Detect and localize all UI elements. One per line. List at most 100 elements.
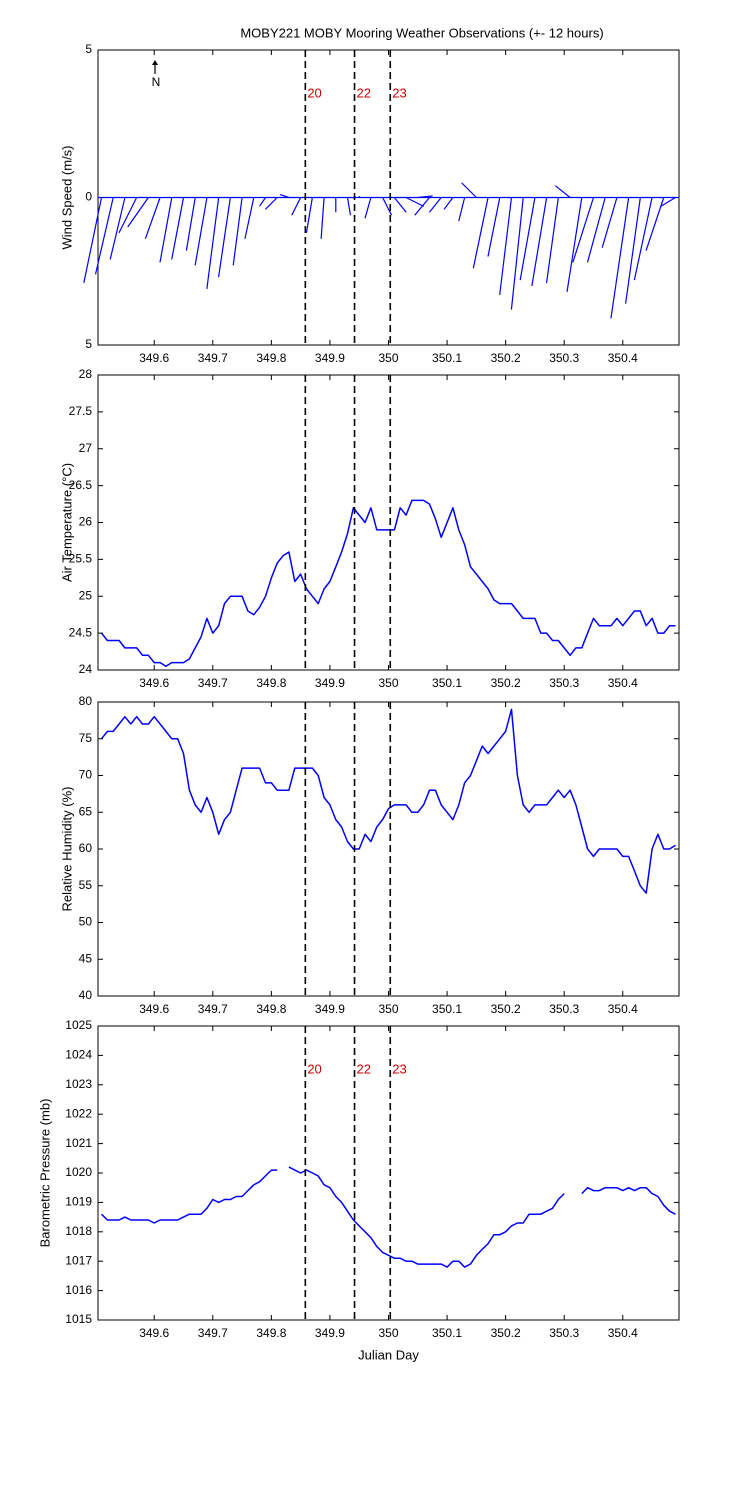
wind-stick xyxy=(279,193,290,199)
data-line xyxy=(100,1166,676,1268)
x-tick-label: 349.7 xyxy=(198,676,228,690)
wind-stick xyxy=(171,197,185,260)
x-tick-label: 350.2 xyxy=(491,351,521,365)
x-tick-label: 350 xyxy=(378,676,398,690)
y-tick-label: 25 xyxy=(79,588,93,602)
x-tick-label: 349.6 xyxy=(139,676,169,690)
wind-stick xyxy=(487,197,501,257)
x-tick-label: 350.2 xyxy=(491,676,521,690)
wind-stick xyxy=(545,197,559,284)
x-tick-label: 350.2 xyxy=(491,1326,521,1340)
x-tick-label: 349.6 xyxy=(139,1002,169,1016)
data-line xyxy=(100,499,676,668)
y-tick-label: 65 xyxy=(79,804,93,818)
wind-stick xyxy=(461,182,477,198)
y-tick-label: 1015 xyxy=(65,1312,92,1326)
wind-stick xyxy=(194,197,208,266)
wind-stick xyxy=(305,197,313,233)
y-tick-label: 5 xyxy=(85,42,92,56)
y-tick-label: 1019 xyxy=(65,1195,92,1209)
event-label: 23 xyxy=(392,1061,406,1076)
wind-stick xyxy=(83,197,103,284)
y-tick-label: 75 xyxy=(79,731,93,745)
x-tick-label: 349.8 xyxy=(256,676,286,690)
wind-stick xyxy=(259,197,267,207)
x-tick-label: 350.1 xyxy=(432,1002,462,1016)
wind-stick xyxy=(144,197,161,240)
y-tick-label: 1022 xyxy=(65,1106,92,1120)
x-tick-label: 349.6 xyxy=(139,1326,169,1340)
event-label: 22 xyxy=(357,85,371,100)
y-tick-label: 50 xyxy=(79,915,93,929)
y-axis-label: Air Temperature (°C) xyxy=(59,463,74,582)
wind-stick xyxy=(510,197,524,310)
y-tick-label: 1016 xyxy=(65,1283,92,1297)
wind-stick xyxy=(428,197,442,213)
y-tick-label: 26.5 xyxy=(69,478,93,492)
y-axis-label: Barometric Pressure (mb) xyxy=(37,1099,52,1248)
y-tick-label: 0 xyxy=(85,190,92,204)
wind-stick xyxy=(206,197,220,290)
y-tick-label: 60 xyxy=(79,841,93,855)
x-tick-label: 349.8 xyxy=(256,1002,286,1016)
y-tick-label: 24.5 xyxy=(69,625,93,639)
wind-stick xyxy=(417,195,433,199)
x-tick-label: 349.9 xyxy=(315,1326,345,1340)
wind-stick xyxy=(443,197,454,210)
x-tick-label: 350.3 xyxy=(549,676,579,690)
x-tick-label: 349.7 xyxy=(198,1002,228,1016)
x-tick-label: 349.6 xyxy=(139,351,169,365)
x-tick-label: 349.8 xyxy=(256,1326,286,1340)
x-tick-label: 350.3 xyxy=(549,1002,579,1016)
y-tick-label: 40 xyxy=(79,988,93,1002)
x-tick-label: 350.4 xyxy=(608,676,638,690)
wind-stick xyxy=(660,196,676,207)
wind-stick xyxy=(127,197,149,228)
wind-stick xyxy=(601,197,618,248)
x-tick-label: 350.3 xyxy=(549,1326,579,1340)
x-tick-label: 350.4 xyxy=(608,1002,638,1016)
wind-stick xyxy=(458,197,466,222)
x-tick-label: 349.7 xyxy=(198,351,228,365)
x-tick-label: 350 xyxy=(378,351,398,365)
x-tick-label: 349.9 xyxy=(315,351,345,365)
x-tick-label: 350.3 xyxy=(549,351,579,365)
wind-stick xyxy=(320,197,325,239)
x-tick-label: 350.1 xyxy=(432,1326,462,1340)
wind-stick xyxy=(291,197,302,216)
y-tick-label: 26 xyxy=(79,515,93,529)
x-tick-label: 350.1 xyxy=(432,351,462,365)
north-label: N xyxy=(152,75,161,89)
wind-stick xyxy=(499,197,513,295)
event-label: 20 xyxy=(307,85,321,100)
y-tick-label: 1018 xyxy=(65,1224,92,1238)
y-tick-label: 28 xyxy=(79,367,93,381)
chart-title: MOBY221 MOBY Mooring Weather Observation… xyxy=(240,25,603,40)
wind-stick xyxy=(531,197,548,287)
event-label: 20 xyxy=(307,1061,321,1076)
y-axis-label: Relative Humidity (%) xyxy=(59,787,74,912)
wind-stick xyxy=(118,197,138,234)
x-tick-label: 350.1 xyxy=(432,676,462,690)
x-tick-label: 349.7 xyxy=(198,1326,228,1340)
wind-stick xyxy=(572,197,595,263)
y-tick-label: 1021 xyxy=(65,1136,92,1150)
wind-stick xyxy=(244,197,255,239)
x-axis-label: Julian Day xyxy=(358,1347,419,1362)
x-tick-label: 350.4 xyxy=(608,1326,638,1340)
wind-stick xyxy=(346,197,352,216)
wind-stick xyxy=(382,197,393,216)
wind-stick xyxy=(519,197,536,281)
y-tick-label: 80 xyxy=(79,694,93,708)
wind-stick xyxy=(393,197,407,213)
wind-stick xyxy=(364,197,372,219)
y-tick-label: 24 xyxy=(79,662,93,676)
wind-stick xyxy=(610,197,630,319)
y-tick-label: 25.5 xyxy=(69,552,93,566)
x-tick-label: 350 xyxy=(378,1002,398,1016)
wind-stick xyxy=(586,197,606,263)
y-tick-label: 27 xyxy=(79,441,93,455)
wind-stick xyxy=(633,197,653,281)
